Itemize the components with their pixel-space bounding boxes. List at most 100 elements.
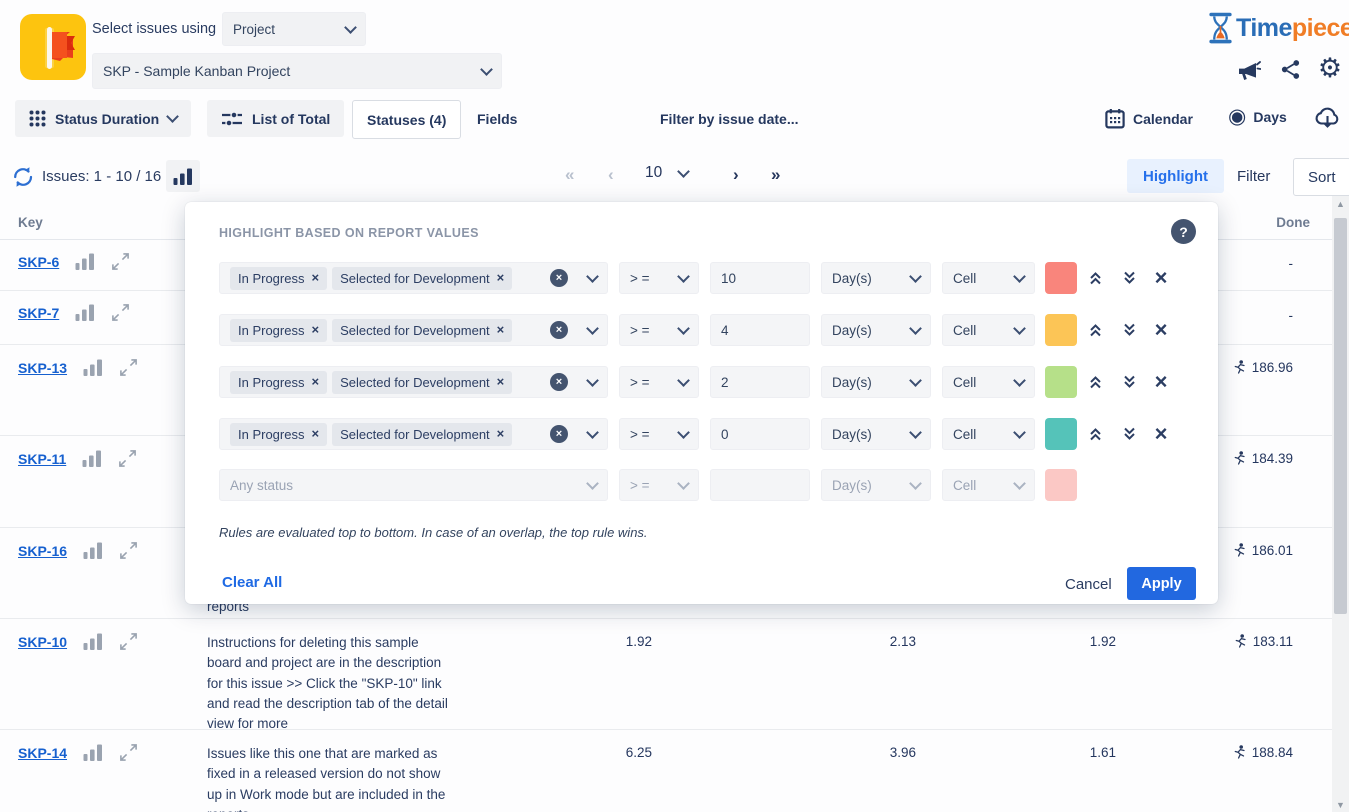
issue-key-link[interactable]: SKP-14 (18, 744, 68, 761)
row-chart-icon[interactable] (83, 633, 103, 650)
move-rule-up-button[interactable] (1077, 375, 1113, 389)
expand-icon[interactable] (111, 303, 130, 322)
clear-field-icon[interactable]: × (550, 321, 568, 339)
move-rule-up-button[interactable] (1077, 323, 1113, 337)
row-chart-icon[interactable] (82, 450, 102, 467)
threshold-input[interactable]: 0 (710, 418, 810, 450)
remove-tag-icon[interactable]: × (311, 374, 320, 389)
page-size-select[interactable]: 10 (645, 164, 691, 182)
scroll-down-arrow[interactable]: ▼ (1336, 800, 1345, 810)
remove-tag-icon[interactable]: × (496, 322, 505, 337)
issue-key-link[interactable]: SKP-10 (18, 633, 68, 650)
remove-tag-icon[interactable]: × (496, 426, 505, 441)
unit-select[interactable]: Day(s) (821, 366, 931, 398)
pagination-first-button[interactable]: « (565, 165, 575, 184)
export-button[interactable] (1313, 104, 1341, 130)
cancel-button[interactable]: Cancel (1065, 576, 1112, 593)
threshold-input[interactable]: 10 (710, 262, 810, 294)
clear-field-icon[interactable]: × (550, 425, 568, 443)
status-multiselect[interactable]: In Progress × Selected for Development × × (219, 366, 608, 398)
operator-select[interactable]: > = (619, 469, 699, 501)
move-rule-down-button[interactable] (1113, 323, 1146, 337)
issue-key-link[interactable]: SKP-13 (18, 359, 68, 376)
move-rule-down-button[interactable] (1113, 375, 1146, 389)
chart-view-button[interactable] (166, 160, 200, 192)
issue-key-link[interactable]: SKP-6 (18, 253, 60, 270)
delete-rule-button[interactable]: × (1154, 421, 1168, 446)
issue-source-select[interactable]: Project (222, 12, 366, 46)
help-icon[interactable]: ? (1171, 219, 1196, 244)
operator-select[interactable]: > = (619, 314, 699, 346)
report-type-select[interactable]: Status Duration (15, 100, 192, 137)
unit-select[interactable]: Day(s) (821, 418, 931, 450)
issue-key-link[interactable]: SKP-16 (18, 542, 68, 559)
days-unit-button[interactable]: ◉ Days (1228, 106, 1287, 127)
vertical-scrollbar[interactable]: ▲ ▼ (1332, 196, 1349, 812)
pagination-prev-button[interactable]: ‹ (608, 165, 614, 184)
project-select[interactable]: SKP - Sample Kanban Project (92, 53, 502, 89)
color-swatch[interactable] (1045, 418, 1077, 450)
remove-tag-icon[interactable]: × (496, 374, 505, 389)
move-rule-up-button[interactable] (1077, 271, 1113, 285)
color-swatch[interactable] (1045, 262, 1077, 294)
color-swatch[interactable] (1045, 366, 1077, 398)
threshold-input[interactable]: 4 (710, 314, 810, 346)
operator-select[interactable]: > = (619, 418, 699, 450)
date-filter-input[interactable]: Filter by issue date... (660, 111, 799, 127)
sort-tab[interactable]: Sort (1293, 158, 1349, 196)
scope-select[interactable]: Cell (942, 366, 1035, 398)
remove-tag-icon[interactable]: × (311, 270, 320, 285)
expand-icon[interactable] (119, 541, 138, 560)
scope-select[interactable]: Cell (942, 314, 1035, 346)
row-chart-icon[interactable] (75, 304, 95, 321)
calendar-button[interactable]: Calendar (1105, 108, 1193, 129)
move-rule-down-button[interactable] (1113, 427, 1146, 441)
remove-tag-icon[interactable]: × (311, 322, 320, 337)
pagination-next-button[interactable]: › (733, 165, 739, 184)
color-swatch[interactable] (1045, 314, 1077, 346)
delete-rule-button[interactable]: × (1154, 369, 1168, 394)
statuses-button[interactable]: Statuses (4) (352, 100, 462, 139)
operator-select[interactable]: > = (619, 366, 699, 398)
status-multiselect[interactable]: In Progress × Selected for Development × × (219, 418, 608, 450)
scrollbar-thumb[interactable] (1334, 218, 1347, 614)
clear-field-icon[interactable]: × (550, 269, 568, 287)
scope-select[interactable]: Cell (942, 418, 1035, 450)
expand-icon[interactable] (119, 743, 138, 762)
share-button[interactable] (1279, 58, 1301, 80)
scope-select[interactable]: Cell (942, 262, 1035, 294)
threshold-input[interactable]: 2 (710, 366, 810, 398)
move-rule-up-button[interactable] (1077, 427, 1113, 441)
highlight-tab[interactable]: Highlight (1127, 159, 1224, 193)
move-rule-down-button[interactable] (1113, 271, 1146, 285)
clear-field-icon[interactable]: × (550, 373, 568, 391)
expand-icon[interactable] (118, 449, 137, 468)
row-chart-icon[interactable] (83, 542, 103, 559)
announcements-button[interactable] (1236, 58, 1262, 82)
filter-tab[interactable]: Filter (1237, 168, 1271, 185)
expand-icon[interactable] (119, 632, 138, 651)
apply-button[interactable]: Apply (1127, 567, 1196, 600)
clear-all-button[interactable]: Clear All (222, 574, 283, 591)
expand-icon[interactable] (119, 358, 138, 377)
operator-select[interactable]: > = (619, 262, 699, 294)
issue-key-link[interactable]: SKP-7 (18, 304, 60, 321)
row-chart-icon[interactable] (75, 253, 95, 270)
row-chart-icon[interactable] (83, 744, 103, 761)
refresh-button[interactable] (11, 165, 34, 188)
status-multiselect[interactable]: Any status (219, 469, 608, 501)
remove-tag-icon[interactable]: × (496, 270, 505, 285)
list-mode-button[interactable]: List of Total (207, 100, 345, 137)
delete-rule-button[interactable]: × (1154, 265, 1168, 290)
unit-select[interactable]: Day(s) (821, 314, 931, 346)
scroll-up-arrow[interactable]: ▲ (1336, 199, 1345, 209)
threshold-input[interactable] (710, 469, 810, 501)
issue-key-link[interactable]: SKP-11 (18, 450, 67, 467)
delete-rule-button[interactable]: × (1154, 317, 1168, 342)
expand-icon[interactable] (111, 252, 130, 271)
remove-tag-icon[interactable]: × (311, 426, 320, 441)
settings-button[interactable]: ⚙ (1316, 53, 1344, 83)
color-swatch[interactable] (1045, 469, 1077, 501)
unit-select[interactable]: Day(s) (821, 262, 931, 294)
row-chart-icon[interactable] (83, 359, 103, 376)
